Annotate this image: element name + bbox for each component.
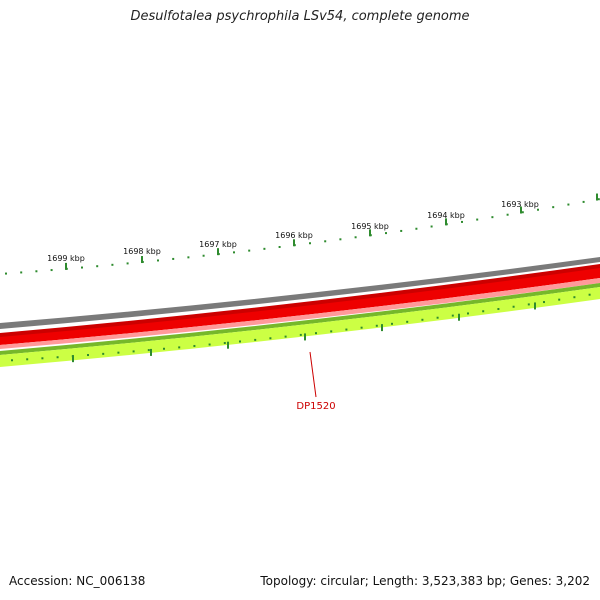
green-track-edge — [0, 283, 600, 355]
green-track — [0, 287, 600, 367]
red-track-edge — [0, 264, 600, 340]
scale-label: 1696 kbp — [275, 231, 313, 240]
map-title: Desulfotalea psychrophila LSv54, complet… — [130, 9, 470, 24]
red-track — [0, 268, 600, 345]
feature-tracks — [0, 257, 600, 367]
scale-label: 1694 kbp — [427, 211, 465, 220]
scale-labels: 1699 kbp 1698 kbp 1697 kbp 1696 kbp 1695 kbp… — [47, 200, 539, 263]
pink-track — [0, 278, 600, 349]
genome-summary-text: Topology: circular; Length: 3,523,383 bp… — [260, 574, 590, 588]
scale-label: 1695 kbp — [351, 222, 389, 231]
gene-annotation[interactable]: DP1520 — [296, 351, 336, 412]
outer-scale-ticks — [5, 193, 600, 275]
scale-label: 1697 kbp — [199, 240, 237, 249]
gene-leader-line — [309, 351, 317, 398]
inner-scale-ticks — [11, 293, 591, 363]
scale-label: 1693 kbp — [501, 200, 539, 209]
gene-label-dp1520[interactable]: DP1520 — [296, 401, 335, 412]
gray-track — [0, 257, 600, 329]
scale-label: 1699 kbp — [47, 254, 85, 263]
accession-text: Accession: NC_006138 — [9, 574, 146, 588]
scale-label: 1698 kbp — [123, 247, 161, 256]
